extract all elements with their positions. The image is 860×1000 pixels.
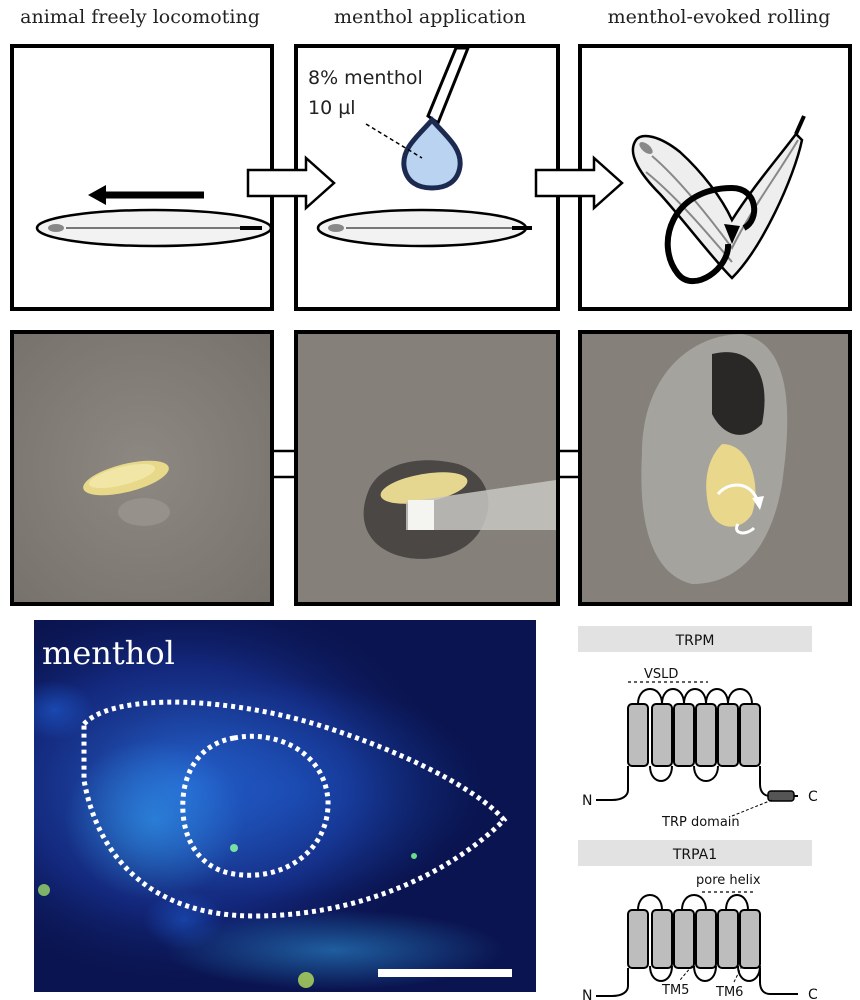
larva-head [328, 224, 344, 232]
tm5-leader [679, 965, 693, 981]
menthol-application-illustration: 8% menthol 10 µl [308, 46, 532, 248]
photo-locomoting-content [14, 334, 270, 602]
step-title-locomoting: animal freely locomoting [20, 6, 260, 28]
cell-outline [81, 699, 508, 919]
trpm-transmembrane-helices [596, 688, 798, 801]
step-title-rolling: menthol-evoked rolling [607, 6, 831, 28]
panel-locomoting-schematic [10, 44, 274, 311]
channel-topology-diagrams: TRPM VSLD N C TRP domain TRPA1 pore heli… [578, 626, 818, 1000]
photo-menthol-application [294, 330, 560, 606]
droplet-leader-line [365, 123, 423, 159]
trp-domain-label: TRP domain [661, 815, 740, 830]
pipette-tip [406, 480, 556, 530]
tm6-leader [733, 965, 743, 983]
arrow-head [724, 224, 740, 244]
photo-larva-rolling [578, 330, 852, 606]
trp-domain-block [767, 790, 795, 802]
trpm-title: TRPM [675, 633, 715, 649]
photo-application-content [298, 334, 556, 602]
trpa1-n-terminus: N [582, 988, 592, 1000]
trpm-n-terminus: N [582, 793, 592, 809]
menthol-rolling-illustration [631, 115, 806, 284]
photo-rolling-content [582, 334, 848, 602]
larva-gut-inner [645, 171, 733, 263]
photo-larva-locomoting [10, 330, 274, 606]
menthol-volume-label: 10 µl [308, 97, 356, 119]
rolling-direction-arrow [664, 185, 733, 284]
larva-head [639, 142, 653, 154]
trpm-c-terminus: C [808, 789, 818, 805]
menthol-concentration-label: 8% menthol [308, 67, 423, 89]
pipette [426, 46, 471, 126]
menthol-response-heatmap [34, 620, 536, 992]
larva [380, 472, 468, 504]
arrow-head [88, 185, 106, 205]
larva-locomoting-illustration [35, 185, 273, 248]
trpa1-title: TRPA1 [672, 847, 717, 863]
rolling-arrow-back [731, 185, 758, 231]
menthol-droplet [401, 116, 463, 191]
panel-rolling-schematic [578, 44, 852, 311]
panel-application-schematic: 8% menthol 10 µl [294, 44, 560, 311]
calcium-imaging-panel: menthol [34, 620, 536, 992]
bent-larva-body [631, 132, 804, 280]
tm5-label: TM5 [661, 983, 689, 998]
trp-domain-leader [731, 799, 773, 817]
scale-bar [378, 969, 512, 977]
shadow-region [712, 352, 765, 435]
trpa1-c-terminus: C [808, 987, 818, 1000]
larva-head [48, 224, 64, 232]
pore-helix-label: pore helix [696, 873, 761, 888]
arrow-head [752, 496, 764, 510]
rolling-arrow-lower [735, 523, 756, 535]
larva-gut [651, 139, 799, 250]
trpm-title-bar [578, 626, 812, 652]
step-title-application: menthol application [333, 6, 527, 28]
pipette-collar [408, 500, 434, 530]
larva-tail [794, 115, 806, 135]
vsld-label: VSLD [644, 667, 678, 682]
trpa1-title-bar [578, 840, 812, 866]
trpa1-transmembrane-helices [596, 894, 798, 997]
tm6-label: TM6 [715, 985, 743, 1000]
imaging-label: menthol [42, 634, 175, 672]
